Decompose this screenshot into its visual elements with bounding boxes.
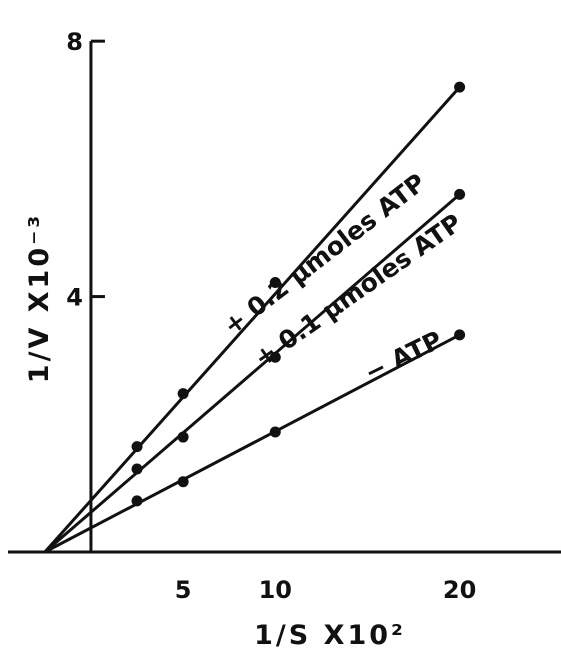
- x-tick-label-20: 20: [443, 576, 476, 604]
- data-points: [131, 81, 466, 507]
- data-point-s2-0: [131, 495, 143, 507]
- data-point-s1-0: [131, 463, 143, 475]
- x-tick-label-5: 5: [175, 576, 192, 604]
- data-point-s0-3: [454, 81, 466, 93]
- y-tick-label-8: 8: [66, 28, 83, 56]
- data-point-s1-3: [454, 188, 466, 200]
- tick-labels: 5 10 20 4 8: [66, 28, 476, 604]
- y-axis-label: 1/V X10⁻³: [24, 213, 55, 383]
- data-point-s2-3: [454, 329, 466, 341]
- y-tick-label-4: 4: [66, 284, 83, 312]
- data-point-s0-2: [269, 277, 281, 289]
- data-point-s1-1: [177, 431, 189, 443]
- data-point-s2-1: [177, 476, 189, 488]
- data-point-s0-1: [177, 388, 189, 400]
- x-axis-label: 1/S X10²: [254, 620, 406, 651]
- axes: [8, 39, 561, 554]
- series-line-0: [43, 86, 461, 553]
- data-point-s2-2: [269, 426, 281, 438]
- series-lines: [43, 86, 461, 554]
- data-point-s0-0: [131, 441, 143, 453]
- series-line-2: [44, 333, 461, 554]
- data-point-s1-2: [269, 351, 281, 363]
- x-tick-label-10: 10: [259, 576, 292, 604]
- series-label-no-atp: − ATP: [360, 325, 447, 387]
- series-line-1: [43, 193, 461, 554]
